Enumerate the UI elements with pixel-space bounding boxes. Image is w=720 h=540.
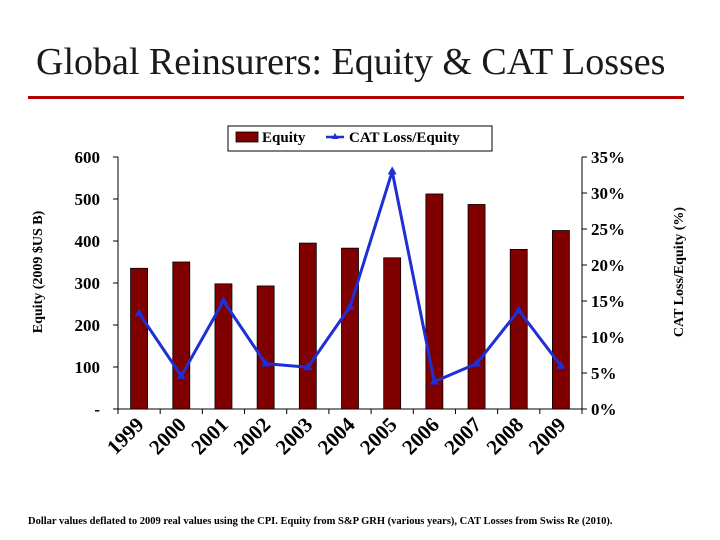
x-tick-label: 2006 (397, 413, 444, 460)
cat-loss-point (429, 376, 439, 385)
title-rule (28, 96, 684, 99)
x-tick-label: 2002 (229, 413, 276, 460)
x-tick-label: 2004 (313, 412, 360, 459)
y2-tick-label: 25% (591, 220, 625, 239)
equity-bar (214, 283, 233, 410)
cat-loss-line-series (134, 166, 566, 385)
cat-loss-point (514, 305, 524, 314)
y-tick-label: 200 (75, 316, 101, 335)
y-tick-label: 500 (75, 190, 101, 209)
equity-bar (256, 285, 275, 410)
y-axis-label: Equity (2009 $US B) (31, 210, 46, 333)
y-tick-label: 400 (75, 232, 101, 251)
legend-equity-label: Equity (262, 130, 306, 146)
footnote: Dollar values deflated to 2009 real valu… (28, 516, 613, 527)
legend-cat-marker (331, 133, 339, 139)
equity-bar (552, 230, 570, 410)
equity-bar (509, 248, 528, 410)
y-tick-label: 600 (75, 148, 101, 167)
x-tick-label: 2008 (482, 413, 529, 460)
y2-axis-label: CAT Loss/Equity (%) (672, 207, 687, 338)
y-tick-label: 100 (75, 358, 101, 377)
y2-tick-label: 15% (591, 292, 625, 311)
cat-loss-point (134, 308, 144, 317)
cat-loss-point (472, 358, 482, 367)
cat-loss-point (387, 166, 397, 175)
equity-bar (467, 204, 486, 410)
x-tick-label: 1999 (102, 413, 149, 460)
equity-bar (298, 242, 317, 410)
legend-equity-swatch (235, 131, 259, 143)
equity-bar (383, 257, 402, 410)
y2-tick-label: 30% (591, 184, 625, 203)
chart-legend: Equity CAT Loss/Equity (227, 125, 493, 152)
x-tick-label: 2001 (186, 413, 233, 460)
y2-tick-label: 10% (591, 328, 625, 347)
slide-title: Global Reinsurers: Equity & CAT Losses (36, 41, 666, 83)
y2-tick-label: 35% (591, 148, 625, 167)
cat-loss-point (261, 358, 271, 367)
equity-bars (130, 193, 570, 410)
x-tick-label: 2009 (524, 413, 571, 460)
equity-bar (172, 261, 191, 410)
cat-loss-point (556, 360, 566, 369)
x-tick-label: 2000 (144, 413, 191, 460)
cat-loss-point (345, 301, 355, 310)
y2-tick-label: 20% (591, 256, 625, 275)
cat-loss-point (303, 362, 313, 371)
equity-bar (130, 267, 148, 410)
cat-loss-point (218, 296, 228, 304)
x-tick-label: 2003 (271, 413, 318, 460)
equity-bar (341, 247, 359, 410)
x-tick-label: 2005 (355, 413, 402, 460)
legend-box (227, 125, 493, 152)
legend-cat-label: CAT Loss/Equity (349, 130, 460, 146)
x-tick-label: 2007 (439, 413, 486, 460)
y-tick-label: 300 (75, 274, 101, 293)
y2-tick-label: 0% (591, 400, 617, 419)
cat-loss-point (176, 370, 186, 379)
y-tick-label: - (94, 400, 100, 419)
y2-tick-label: 5% (591, 364, 617, 383)
